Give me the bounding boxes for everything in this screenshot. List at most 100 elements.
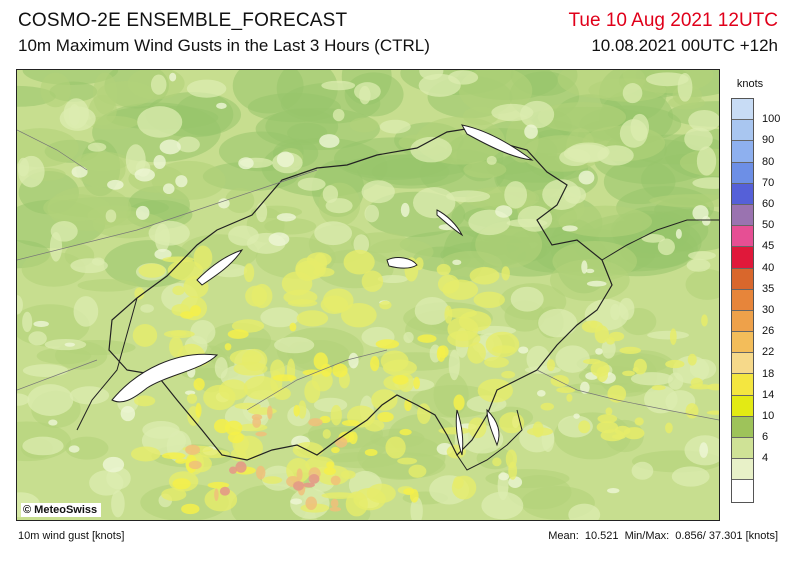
legend-tick-label: 60 [762, 198, 775, 210]
wind-field-patch [203, 384, 236, 411]
wind-field-patch [379, 300, 392, 310]
wind-field-patch [313, 397, 348, 413]
lake-zurich [436, 209, 464, 237]
wind-field-patch [334, 436, 348, 448]
legend-swatch [732, 353, 753, 375]
wind-field-patch [330, 475, 341, 486]
wind-field-patch [462, 106, 499, 126]
lake-como [486, 408, 500, 447]
chart-title: COSMO-2E ENSEMBLE_FORECAST [18, 10, 348, 31]
legend-swatch [732, 332, 753, 354]
wind-field-patch [442, 279, 479, 300]
wind-field-patch [558, 205, 653, 238]
wind-field-patch [185, 444, 201, 455]
lake-lucerne [386, 257, 418, 269]
wind-field-patch [28, 331, 47, 346]
wind-field-patch [550, 374, 570, 387]
regional-lines [17, 129, 719, 421]
copyright-label: © MeteoSwiss [21, 503, 102, 517]
wind-field-patch [498, 472, 510, 481]
wind-field-patch [105, 209, 117, 223]
wind-field-patch [463, 161, 507, 179]
legend-swatch [732, 268, 753, 290]
wind-field-patch [605, 407, 613, 416]
wind-field-patch [140, 304, 154, 313]
wind-field-patch [207, 481, 230, 489]
wind-field-patch [688, 109, 719, 132]
wind-field-patch [33, 320, 49, 328]
wind-field-patch [274, 336, 315, 354]
wind-field-patch [227, 329, 249, 339]
wind-field-patch [568, 503, 601, 520]
wind-field-patch [176, 136, 200, 153]
wind-field-patch [540, 402, 555, 411]
wind-field-patch [252, 417, 262, 428]
wind-field-patch [68, 445, 80, 453]
wind-field-patch [264, 218, 317, 235]
color-legend [731, 98, 754, 503]
wind-field-patch [216, 102, 227, 109]
border-austria [601, 219, 719, 261]
wind-field-patch [120, 406, 136, 422]
wind-field-patch [17, 295, 23, 315]
wind-field-patch [273, 387, 291, 401]
wind-field-patch [495, 205, 513, 218]
wind-field-patch [262, 476, 283, 484]
wind-field-patch [707, 383, 719, 391]
wind-field-patch [361, 270, 384, 292]
wind-field-patch [380, 350, 409, 372]
wind-field-patch [48, 419, 58, 426]
wind-field-patch [605, 336, 615, 345]
legend-tick-label: 40 [762, 261, 775, 274]
wind-field-patch [630, 372, 674, 386]
wind-field-patch [65, 436, 109, 460]
wind-field-patch [403, 331, 414, 344]
wind-field-patch [175, 175, 188, 188]
legend-swatch [732, 374, 753, 396]
wind-field-patch [353, 487, 386, 511]
wind-field-patch [159, 139, 181, 155]
wind-field-patch [417, 403, 431, 425]
wind-field-patch [687, 353, 697, 366]
wind-field-patch [524, 124, 538, 139]
wind-field-patch [64, 342, 76, 347]
wind-field-patch [596, 421, 619, 434]
wind-field-patch [268, 232, 290, 246]
wind-field-patch [417, 334, 437, 343]
wind-field-patch [22, 364, 69, 378]
wind-field-patch [671, 466, 710, 487]
wind-field-patch [243, 375, 278, 400]
wind-field-patch [392, 374, 409, 385]
wind-field-patch [162, 256, 195, 263]
wind-field-patch [193, 378, 205, 391]
wind-field-patch [573, 413, 580, 419]
lake-neuchatel [196, 249, 244, 286]
wind-field-patch [563, 144, 609, 163]
wind-field-patch [538, 308, 578, 338]
wind-field-patch [276, 151, 295, 168]
country-border-switzerland [108, 127, 613, 461]
wind-field-patch [49, 232, 63, 262]
wind-field-layer [17, 70, 719, 520]
wind-field-patch [371, 389, 398, 411]
wind-field-patch [229, 349, 262, 366]
wind-field-patch [675, 228, 682, 239]
wind-field-patch [138, 263, 166, 278]
wind-field-patch [501, 370, 516, 379]
wind-field-patch [341, 302, 377, 328]
wind-field-patch [501, 266, 510, 281]
legend-tick-label: 6 [762, 431, 769, 444]
wind-field-patch [484, 356, 509, 368]
wind-field-patch [323, 467, 336, 476]
wind-field-patch [18, 155, 45, 188]
wind-field-patch [27, 384, 74, 416]
wind-field-patch [21, 251, 86, 287]
wind-field-patch [644, 385, 678, 414]
wind-field-patch [546, 359, 556, 372]
legend-tick-label: 14 [762, 388, 775, 401]
wind-field-patch [631, 461, 654, 480]
wind-field-patch [287, 122, 328, 144]
wind-field-patch [17, 393, 30, 406]
wind-field-patch [225, 187, 255, 214]
legend-swatch [732, 459, 753, 481]
